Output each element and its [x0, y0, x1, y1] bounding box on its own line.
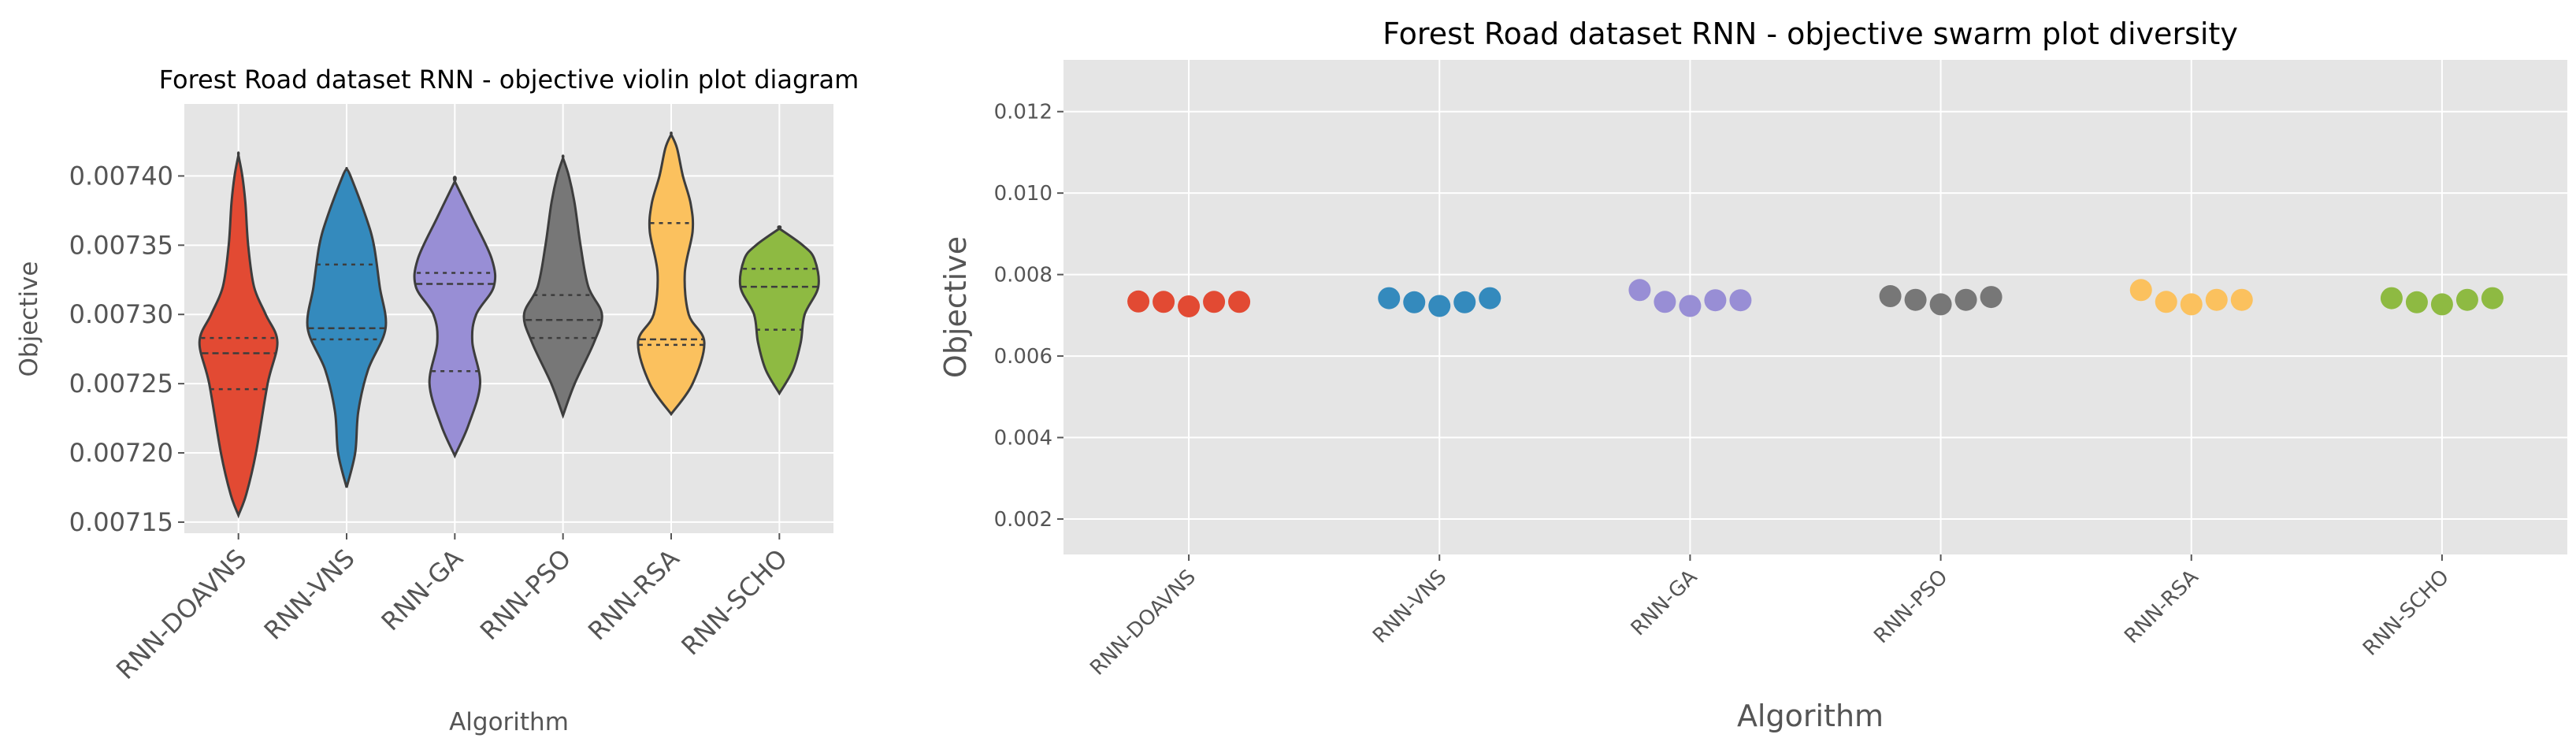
swarm-point-rnn-pso — [1929, 293, 1952, 316]
swarm-point-rnn-vns — [1479, 287, 1501, 310]
swarm-point-rnn-doavns — [1228, 291, 1251, 313]
swarm-point-rnn-doavns — [1153, 291, 1175, 313]
swarm-x-ticks: RNN-DOAVNS RNN-VNS RNN-GA RNN-PSO RNN-RSA RNN… — [1086, 554, 2454, 680]
violin-x-tick-label: RNN-VNS — [258, 543, 361, 646]
violin-rnn-rsa — [637, 131, 706, 417]
swarm-point-rnn-vns — [1453, 291, 1476, 313]
violin-y-tick-label: 0.00735 — [69, 230, 173, 260]
violin-rnn-scho — [738, 225, 820, 396]
swarm-point-rnn-scho — [2455, 288, 2478, 311]
violin-plot-area — [184, 104, 833, 533]
swarm-point-rnn-rsa — [2129, 279, 2152, 302]
violin-rnn-doavns — [198, 151, 279, 519]
violin-rnn-ga — [413, 176, 497, 459]
swarm-y-ticks: 0.002 0.004 0.006 0.008 0.010 0.012 — [994, 101, 1063, 532]
violin-rnn-pso — [522, 154, 603, 419]
swarm-y-tick-label: 0.002 — [994, 508, 1052, 532]
violin-x-ticks: RNN-DOAVNS RNN-VNS RNN-GA RNN-PSO RNN-RSARNN… — [110, 533, 793, 685]
violin-rnn-vns — [306, 167, 388, 488]
violin-y-tick-label: 0.00715 — [69, 507, 173, 537]
swarm-point-rnn-rsa — [2155, 291, 2177, 313]
swarm-y-tick-label: 0.010 — [994, 182, 1052, 206]
swarm-plot-area — [1063, 60, 2567, 554]
swarm-point-rnn-rsa — [2230, 288, 2253, 311]
swarm-point-rnn-ga — [1679, 295, 1702, 317]
swarm-x-axis-label: Algorithm — [1737, 699, 1884, 733]
swarm-gridlines — [1063, 60, 2567, 554]
swarm-chart: 0.002 0.004 0.006 0.008 0.010 0.012 RNN-DOAVN… — [938, 17, 2567, 733]
violin-x-tick-label: RNN-DOAVNS — [110, 543, 252, 685]
violin-x-tick-label: RNN-GA — [376, 543, 470, 637]
swarm-point-rnn-scho — [2380, 287, 2403, 310]
swarm-point-rnn-scho — [2481, 287, 2504, 310]
swarm-point-rnn-pso — [1954, 288, 1977, 311]
swarm-point-rnn-scho — [2430, 293, 2453, 316]
violin-x-tick-label: RNN-SCHO — [675, 543, 793, 662]
swarm-x-tick-label: RNN-PSO — [1869, 565, 1952, 648]
swarm-point-rnn-doavns — [1203, 291, 1226, 313]
violin-x-tick-label: RNN-PSO — [474, 543, 577, 646]
violin-x-axis-label: Algorithm — [449, 708, 569, 736]
swarm-point-rnn-doavns — [1178, 295, 1201, 317]
swarm-x-tick-label: RNN-VNS — [1368, 565, 1451, 648]
swarm-point-rnn-rsa — [2205, 288, 2228, 311]
swarm-point-rnn-ga — [1729, 289, 1752, 312]
violin-y-tick-label: 0.00740 — [69, 161, 173, 191]
swarm-point-rnn-vns — [1428, 295, 1451, 317]
swarm-y-tick-label: 0.006 — [994, 345, 1052, 369]
swarm-x-tick-label: RNN-RSA — [2120, 565, 2203, 649]
swarm-x-tick-label: RNN-GA — [1627, 565, 1702, 641]
swarm-y-tick-label: 0.008 — [994, 264, 1052, 287]
swarm-chart-title: Forest Road dataset RNN - objective swar… — [1383, 17, 2238, 51]
swarm-point-rnn-ga — [1628, 279, 1651, 302]
swarm-point-rnn-ga — [1654, 291, 1676, 313]
swarm-point-rnn-ga — [1704, 289, 1727, 312]
violin-chart: 0.00715 0.00720 0.00725 0.00730 0.00735 0.007… — [15, 65, 859, 736]
swarm-x-tick-label: RNN-SCHO — [2359, 565, 2454, 661]
swarm-y-tick-label: 0.012 — [994, 101, 1052, 124]
swarm-point-rnn-doavns — [1127, 290, 1150, 313]
violin-chart-title: Forest Road dataset RNN - objective viol… — [159, 65, 859, 95]
swarm-point-rnn-pso — [1904, 288, 1927, 311]
swarm-y-tick-label: 0.004 — [994, 427, 1052, 451]
swarm-point-rnn-vns — [1378, 287, 1401, 310]
violin-y-tick-label: 0.00720 — [69, 438, 173, 468]
swarm-points — [1127, 279, 2504, 317]
swarm-point-rnn-pso — [1980, 286, 2003, 309]
violin-bodies — [198, 131, 820, 519]
swarm-point-rnn-pso — [1879, 285, 1902, 308]
swarm-y-axis-label: Objective — [938, 236, 973, 378]
violin-y-tick-label: 0.00725 — [69, 369, 173, 399]
violin-x-tick-label: RNN-RSA — [582, 543, 685, 647]
violin-y-ticks: 0.00715 0.00720 0.00725 0.00730 0.00735 0.007… — [69, 161, 184, 537]
swarm-point-rnn-scho — [2405, 291, 2428, 313]
swarm-point-rnn-rsa — [2180, 293, 2203, 316]
violin-y-axis-label: Objective — [15, 261, 43, 377]
violin-y-tick-label: 0.00730 — [69, 299, 173, 329]
swarm-point-rnn-vns — [1403, 291, 1426, 313]
swarm-x-tick-label: RNN-DOAVNS — [1086, 565, 1201, 680]
